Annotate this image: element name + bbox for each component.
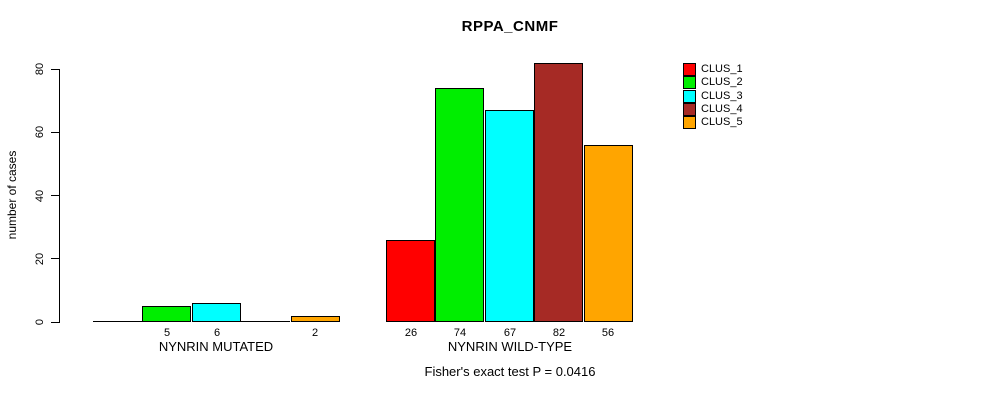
x-group-label-wildtype: NYNRIN WILD-TYPE <box>447 339 573 354</box>
chart-title: RPPA_CNMF <box>461 18 559 35</box>
y-axis-line <box>59 69 60 323</box>
bar-clus_5-nynrin-wild-type <box>584 145 633 322</box>
y-axis-tick-label: 0 <box>34 318 46 326</box>
bar-value-label-clus_4-nynrin-wild-type: 82 <box>552 327 566 339</box>
bar-value-label-clus_3-nynrin-mutated: 6 <box>213 327 221 339</box>
legend-color-swatch-icon <box>683 89 696 103</box>
bar-value-label-clus_3-nynrin-wild-type: 67 <box>503 327 517 339</box>
zero-bar-clus_4-nynrin-mutated <box>241 321 290 322</box>
x-group-label-mutated: NYNRIN MUTATED <box>158 339 274 354</box>
bar-clus_5-nynrin-mutated <box>291 316 340 322</box>
legend: CLUS_1 CLUS_2 CLUS_3 CLUS_4 CLUS_5 <box>683 63 743 130</box>
legend-item-label: CLUS_5 <box>701 116 743 129</box>
y-axis-tick <box>51 68 59 70</box>
legend-color-swatch-icon <box>683 103 696 117</box>
y-axis-tick-label: 60 <box>34 126 46 139</box>
y-axis-tick-label: 20 <box>34 252 46 265</box>
legend-item-label: CLUS_1 <box>701 63 743 76</box>
bar-clus_3-nynrin-wild-type <box>485 110 534 322</box>
fisher-test-annotation: Fisher's exact test P = 0.0416 <box>424 364 596 379</box>
bar-clus_3-nynrin-mutated <box>192 303 241 322</box>
legend-item-clus_3: CLUS_3 <box>683 89 743 103</box>
y-axis-tick-label: 40 <box>34 189 46 202</box>
y-axis-tick-label: 80 <box>34 62 46 76</box>
legend-item-clus_4: CLUS_4 <box>683 103 743 117</box>
legend-item-label: CLUS_3 <box>701 89 743 102</box>
y-axis-tick <box>51 195 59 196</box>
legend-item-clus_5: CLUS_5 <box>683 116 743 130</box>
y-axis-tick <box>51 321 59 323</box>
bar-value-label-clus_2-nynrin-wild-type: 74 <box>453 327 467 339</box>
legend-item-clus_1: CLUS_1 <box>683 63 743 77</box>
bar-value-label-clus_5-nynrin-mutated: 2 <box>311 327 319 339</box>
bar-clus_2-nynrin-mutated <box>142 306 191 322</box>
bar-clus_4-nynrin-wild-type <box>534 63 583 322</box>
y-axis-tick <box>51 258 59 260</box>
legend-item-label: CLUS_2 <box>701 76 743 89</box>
legend-color-swatch-icon <box>683 76 696 90</box>
bar-clus_2-nynrin-wild-type <box>435 88 484 322</box>
zero-bar-clus_1-nynrin-mutated <box>93 321 142 322</box>
legend-item-clus_2: CLUS_2 <box>683 76 743 90</box>
legend-color-swatch-icon <box>683 63 696 77</box>
bar-clus_1-nynrin-wild-type <box>386 240 435 322</box>
bar-value-label-clus_5-nynrin-wild-type: 56 <box>601 327 615 339</box>
legend-color-swatch-icon <box>683 116 696 130</box>
y-axis-label: number of cases <box>5 150 19 240</box>
legend-item-label: CLUS_4 <box>701 103 743 116</box>
y-axis-tick <box>51 131 59 133</box>
bar-value-label-clus_2-nynrin-mutated: 5 <box>163 327 171 339</box>
bar-value-label-clus_1-nynrin-wild-type: 26 <box>404 327 418 339</box>
